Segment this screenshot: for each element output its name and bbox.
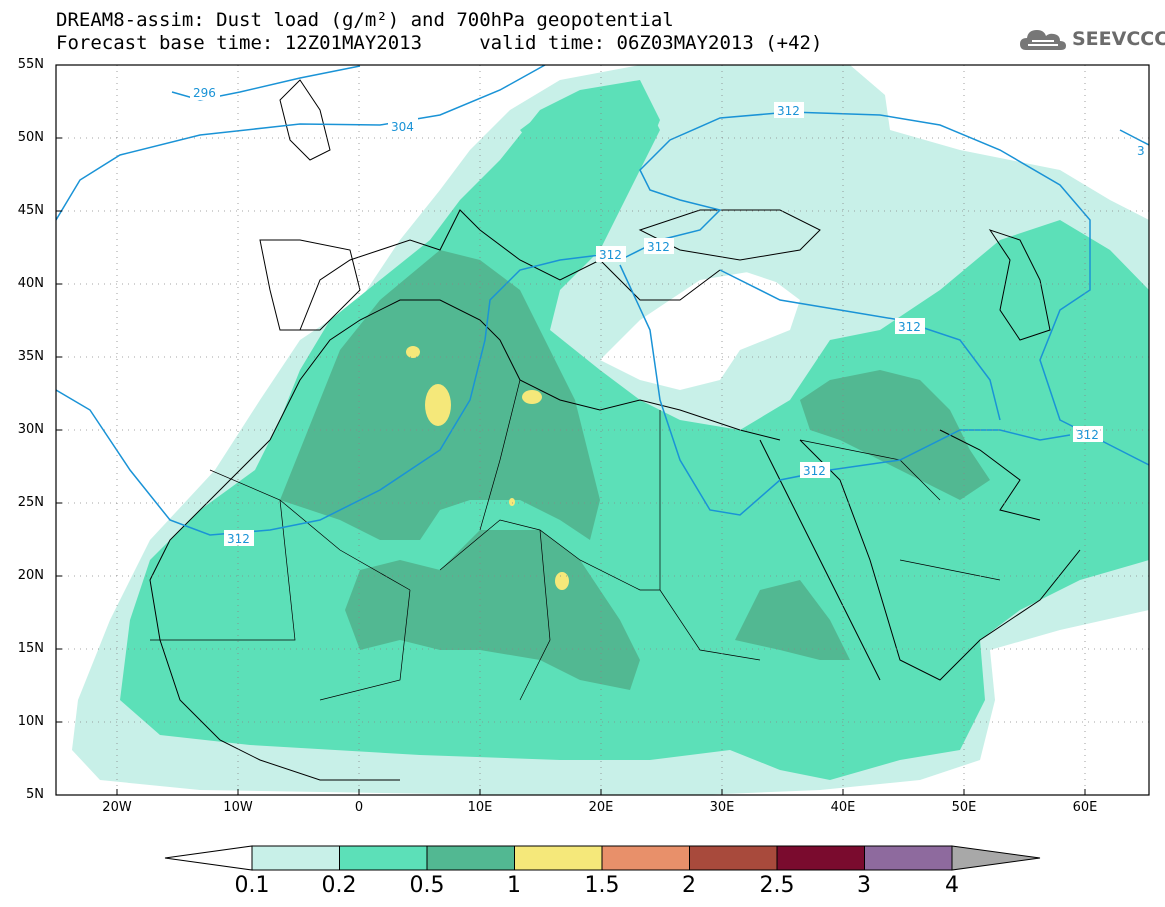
lon-label-10w: 10W [223,800,253,815]
geopotential-contours [56,65,1149,536]
colorbar-label-4: 4 [945,873,959,898]
contour-labels: 296 304 312 312 312 312 312 312 312 3 [190,84,1145,546]
colorbar-bin-3 [864,845,953,871]
colorbar-bin-0.1 [251,845,340,871]
contour-label-312-d: 312 [777,104,800,118]
chart-title-line-2: Forecast base time: 12Z01MAY2013 valid t… [56,32,823,54]
lat-label-55n: 55N [17,57,44,72]
lon-label-60e: 60E [1072,800,1098,815]
clean-area-east-med [600,270,800,390]
dust-level-0.2-black-sea [520,90,660,190]
contour-304 [56,65,546,221]
lat-label-50n: 50N [17,130,44,145]
contour-label-312-b: 312 [599,248,622,262]
dust-level-0.5-sahel [345,530,640,690]
contour-312-east [619,111,1149,466]
contour-label-312-c: 312 [647,240,670,254]
lon-label-50e: 50E [951,800,977,815]
colorbar-label-0.1: 0.1 [234,873,270,898]
lat-label-40n: 40N [17,276,44,291]
dust-level-0.5-sudan [735,580,850,660]
lat-label-30n: 30N [17,422,44,437]
lat-lon-grid [56,65,1149,795]
colorbar-label-0.5: 0.5 [409,873,445,898]
colorbar-label-2.5: 2.5 [759,873,795,898]
colorbar-bin-1 [514,845,603,871]
colorbar-bin-2.5 [776,845,865,871]
lat-label-45n: 45N [17,203,44,218]
contour-label-partial: 3 [1137,144,1145,158]
colorbar-bin-0.2 [339,845,428,871]
dust-level-1-spot-tunisia [406,346,420,358]
contour-label-312-g: 312 [1076,428,1099,442]
cloud-logo-icon [1020,30,1066,50]
dust-level-1-spot-libya [522,390,542,404]
colorbar-bin-1.5 [601,845,690,871]
coast-arabia [799,439,1081,681]
coast-caspian [988,229,1051,341]
logo-text: SEEVCCC [1072,28,1165,50]
lon-label-40e: 40E [830,800,856,815]
colorbar-high-arrow [951,845,1041,871]
contour-312-south [619,264,1071,516]
dust-level-1-spot-niger [509,498,515,506]
contour-label-304: 304 [391,120,414,134]
coast-africa-north [269,299,781,441]
lat-label-35n: 35N [17,349,44,364]
lat-label-5n: 5N [26,787,44,802]
dust-level-1-spot-algeria [425,384,451,426]
colorbar-label-3: 3 [857,873,871,898]
contour-320-partial [1119,129,1149,146]
lat-label-20n: 20N [17,568,44,583]
colorbar-label-0.2: 0.2 [321,873,357,898]
coast-gulf [939,429,1041,521]
seevccc-logo: SEEVCCC [1018,24,1165,54]
map-area: 296 304 312 312 312 312 312 312 312 3 [56,65,1149,795]
chart-title-line-1: DREAM8-assim: Dust load (g/m²) and 700hP… [56,9,674,31]
colorbar-low-arrow [164,845,253,871]
contour-label-312-f: 312 [803,464,826,478]
clean-area-turkey [640,190,900,290]
contour-label-296: 296 [193,86,216,100]
dust-level-0.5-arabia [800,370,990,500]
contour-label-312-e: 312 [898,320,921,334]
lon-label-30e: 30E [709,800,735,815]
coast-black-sea [638,209,821,261]
colorbar [164,845,1041,871]
dust-level-1-spot-chad [555,572,569,590]
lat-label-15n: 15N [17,641,44,656]
lon-label-20w: 20W [102,800,132,815]
axis-ticks [56,64,1086,795]
colorbar-bin-0.5 [426,845,515,871]
contour-312-west [56,254,621,536]
colorbar-label-1.5: 1.5 [584,873,620,898]
colorbar-bin-2 [689,845,778,871]
coast-iberia [259,239,361,331]
contour-label-312-a: 312 [227,532,250,546]
lat-label-10n: 10N [17,714,44,729]
lon-label-10e: 10E [467,800,493,815]
colorbar-label-1: 1 [507,873,521,898]
coast-uk [279,79,331,161]
lon-label-0: 0 [354,800,364,815]
lon-label-20e: 20E [588,800,614,815]
colorbar-label-2: 2 [682,873,696,898]
lat-label-25n: 25N [17,495,44,510]
